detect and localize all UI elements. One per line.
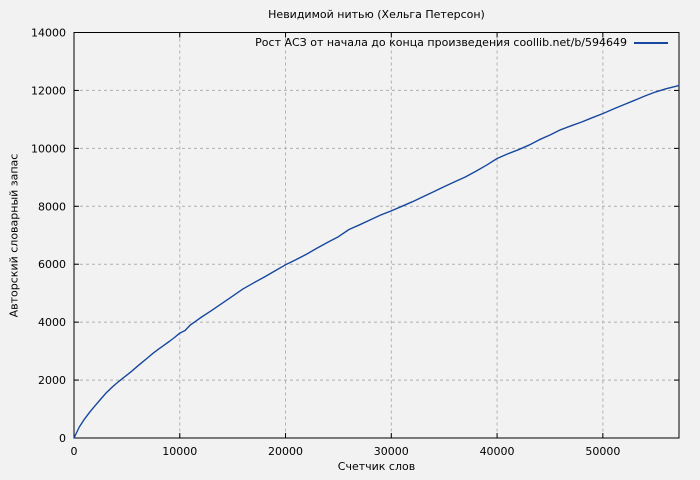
y-tick-label: 0 <box>59 432 66 445</box>
y-tick-label: 8000 <box>38 200 66 213</box>
series-line <box>73 84 680 439</box>
x-tick-label: 0 <box>71 445 78 458</box>
x-tick-label: 30000 <box>374 445 409 458</box>
y-tick-label: 2000 <box>38 374 66 387</box>
y-tick-label: 12000 <box>31 84 66 97</box>
x-tick-label: 10000 <box>162 445 197 458</box>
legend-label: Рост АСЗ от начала до конца произведения… <box>255 36 627 49</box>
x-tick-label: 40000 <box>480 445 515 458</box>
x-axis-label: Счетчик слов <box>337 460 416 473</box>
y-tick-label: 10000 <box>31 142 66 155</box>
plot-border <box>73 32 680 439</box>
x-tick-label: 20000 <box>268 445 303 458</box>
y-tick-label: 14000 <box>31 27 66 40</box>
legend-line-sample <box>634 42 668 44</box>
y-tick-label: 4000 <box>38 316 66 329</box>
y-axis-label: Авторский словарный запас <box>7 153 21 318</box>
y-tick-label: 6000 <box>38 258 66 271</box>
legend: Рост АСЗ от начала до конца произведения… <box>255 37 668 49</box>
chart-title: Невидимой нитью (Хельга Петерсон) <box>268 8 485 21</box>
x-tick-label: 50000 <box>585 445 620 458</box>
